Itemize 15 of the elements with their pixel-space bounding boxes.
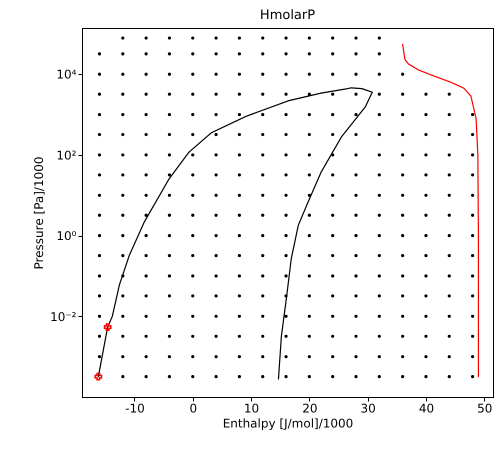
x-tick-label: 0: [189, 402, 198, 416]
x-tick-label: 10: [244, 402, 260, 416]
y-tick-label: 10⁻²: [50, 310, 77, 324]
y-tick-label: 10⁴: [56, 68, 77, 82]
x-tick-label: 30: [360, 402, 376, 416]
y-axis-title: Pressure [Pa]/1000: [32, 156, 46, 270]
y-tick-label: 10²: [56, 148, 77, 162]
x-axis-title: Enthalpy [J/mol]/1000: [222, 416, 354, 430]
x-tick-label: -10: [125, 402, 145, 416]
y-tick-label: 10⁰: [56, 229, 77, 244]
line-series: [402, 44, 480, 378]
x-tick-label: 40: [418, 402, 434, 416]
chart-title: HmolarP: [260, 8, 316, 23]
x-tick-label: 20: [302, 402, 318, 416]
x-tick-label: 50: [477, 402, 492, 416]
